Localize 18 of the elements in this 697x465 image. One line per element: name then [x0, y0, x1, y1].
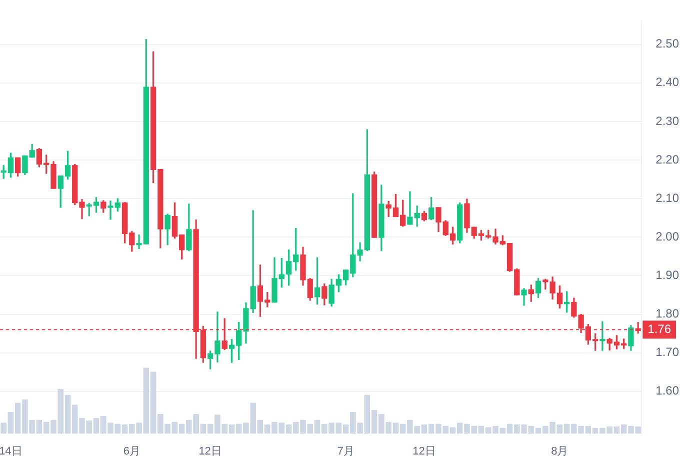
y-tick-label: 1.70 [656, 345, 680, 360]
y-tick-label: 1.80 [656, 306, 680, 321]
y-tick-label: 2.10 [656, 190, 680, 205]
x-tick-label: 14日 [0, 445, 22, 458]
x-tick-label: 12日 [412, 445, 436, 458]
x-tick-label: 12日 [198, 445, 222, 458]
candlestick [600, 321, 606, 351]
y-tick-label: 2.20 [656, 152, 680, 166]
y-tick-label: 2.30 [656, 114, 680, 128]
y-tick-label: 1.60 [656, 384, 680, 398]
x-tick-label: 7月 [337, 445, 354, 458]
y-tick-label: 1.90 [656, 268, 680, 282]
x-tick-label: 8月 [551, 445, 568, 458]
ref-line-label: 1.76 [648, 322, 672, 336]
y-tick-label: 2.40 [656, 75, 680, 90]
y-tick-label: 2.50 [656, 36, 680, 51]
x-tick-label: 6月 [123, 445, 140, 458]
y-tick-label: 2.00 [656, 229, 680, 244]
